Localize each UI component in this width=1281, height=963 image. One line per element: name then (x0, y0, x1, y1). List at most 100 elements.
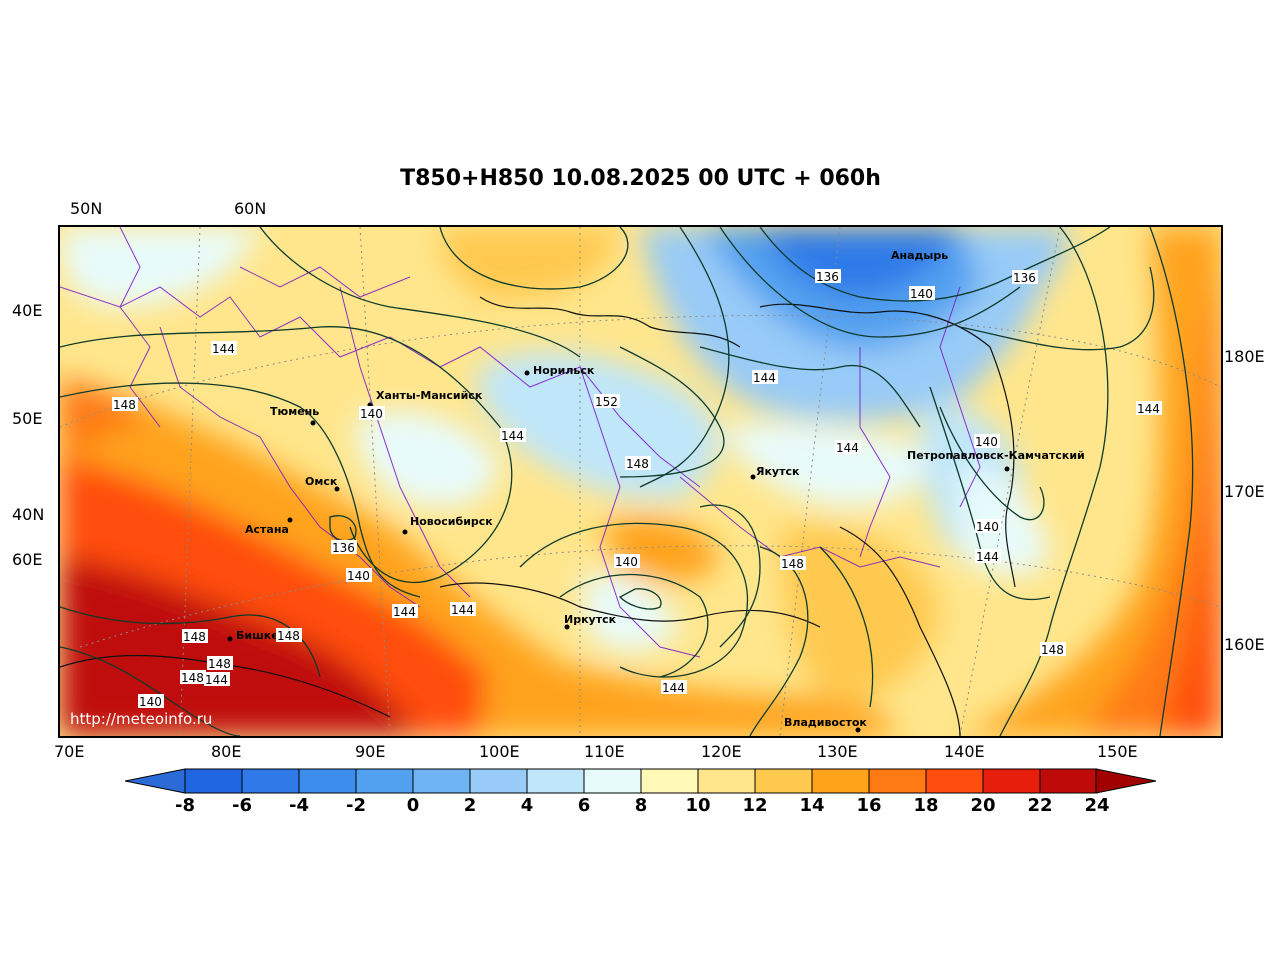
isoline-label: 140 (974, 434, 1000, 449)
svg-text:148: 148 (781, 557, 804, 571)
svg-text:144: 144 (205, 673, 228, 687)
marker-petropavlovsk (1004, 466, 1010, 472)
marker-novosibirsk (402, 529, 408, 535)
watermark: http://meteoinfo.ru (70, 710, 213, 728)
colorbar-cell (811, 768, 870, 794)
lon-label-bottom-150e: 150E (1097, 742, 1138, 761)
svg-text:148: 148 (181, 671, 204, 685)
lon-label-left-60e: 60E (12, 550, 43, 569)
colorbar-tick-label: 8 (634, 795, 648, 816)
svg-text:136: 136 (1013, 271, 1036, 285)
isoline-label: 136 (815, 269, 841, 284)
city-astana: Астана (245, 523, 289, 536)
colorbar-cell (982, 768, 1041, 794)
lon-label-left-40e: 40E (12, 301, 43, 320)
isoline-label: 144 (1136, 401, 1162, 416)
isoline-label: 144 (975, 549, 1001, 564)
lon-label-bottom-120e: 120E (701, 742, 742, 761)
city-anadyr: Анадырь (891, 249, 948, 262)
svg-text:144: 144 (976, 550, 999, 564)
svg-text:144: 144 (753, 371, 776, 385)
marker-bishkek (227, 636, 233, 642)
colorbar-tick-label: -4 (289, 795, 309, 816)
svg-text:136: 136 (332, 541, 355, 555)
temperature-map: Норильск Ханты-Мансийск Тюмень Омск Аста… (58, 225, 1223, 738)
isoline-label: 144 (211, 341, 237, 356)
colorbar-svg (124, 768, 1157, 794)
svg-text:148: 148 (183, 630, 206, 644)
colorbar-tick-label: 4 (520, 795, 534, 816)
colorbar-cell (355, 768, 414, 794)
colorbar-tick-label: -2 (346, 795, 366, 816)
isoline-label: 144 (392, 604, 418, 619)
svg-text:144: 144 (451, 603, 474, 617)
colorbar-tick-label: -8 (175, 795, 195, 816)
marker-norilsk (524, 370, 530, 376)
marker-tyumen (310, 420, 316, 426)
lat-label-top-50n: 50N (70, 199, 103, 218)
svg-text:140: 140 (360, 407, 383, 421)
isoline-labels: 136 136 140 144 144 148 140 152 144 148 … (112, 269, 1162, 709)
isoline-label: 144 (450, 602, 476, 617)
isoline-label: 148 (207, 656, 233, 671)
city-omsk: Омск (305, 475, 338, 488)
isoline-label: 152 (594, 394, 620, 409)
map-canvas: Норильск Ханты-Мансийск Тюмень Омск Аста… (60, 227, 1221, 736)
svg-text:140: 140 (347, 569, 370, 583)
colorbar-cell (241, 768, 300, 794)
svg-text:140: 140 (139, 695, 162, 709)
colorbar (124, 768, 1157, 798)
lon-label-right-170e: 170E (1224, 482, 1265, 501)
isoline-label: 136 (1012, 270, 1038, 285)
isoline-label: 148 (112, 397, 138, 412)
marker-vladivostok (855, 727, 861, 733)
marker-irkutsk (564, 624, 570, 630)
colorbar-tick-label: 18 (913, 795, 939, 816)
marker-astana (287, 517, 293, 523)
svg-text:148: 148 (208, 657, 231, 671)
colorbar-cell (412, 768, 471, 794)
lat-label-left-40n: 40N (12, 505, 45, 524)
admin-borders (60, 227, 981, 658)
colorbar-tick-label: 12 (742, 795, 768, 816)
colorbar-cell (754, 768, 813, 794)
isoline-label: 140 (614, 554, 640, 569)
colorbar-cell (184, 768, 243, 794)
colorbar-cell (1039, 768, 1098, 794)
lon-label-bottom-140e: 140E (944, 742, 985, 761)
colorbar-tick-label: 20 (970, 795, 996, 816)
marker-yakutsk (750, 474, 756, 480)
colorbar-tick-label: 22 (1027, 795, 1053, 816)
svg-text:144: 144 (662, 681, 685, 695)
svg-text:148: 148 (277, 629, 300, 643)
colorbar-cells (184, 768, 1098, 794)
svg-text:148: 148 (626, 457, 649, 471)
isoline-label: 144 (752, 370, 778, 385)
svg-text:144: 144 (836, 441, 859, 455)
colorbar-tick-label: -6 (232, 795, 252, 816)
graticule (60, 227, 1221, 736)
city-khanty-mansiysk: Ханты-Мансийск (376, 389, 483, 402)
svg-text:140: 140 (910, 287, 933, 301)
colorbar-tick-label: 14 (799, 795, 825, 816)
isoline-label: 140 (138, 694, 164, 709)
lon-label-bottom-80e: 80E (211, 742, 242, 761)
lon-label-bottom-130e: 130E (817, 742, 858, 761)
svg-text:140: 140 (615, 555, 638, 569)
colorbar-cell (583, 768, 642, 794)
city-irkutsk: Иркутск (564, 613, 617, 626)
city-petropavlovsk: Петропавловск-Камчатский (907, 449, 1085, 462)
colorbar-low-arrow (124, 768, 186, 794)
colorbar-cell (868, 768, 927, 794)
city-labels: Норильск Ханты-Мансийск Тюмень Омск Аста… (236, 249, 1085, 729)
lon-label-bottom-110e: 110E (584, 742, 625, 761)
isoline-label: 144 (500, 428, 526, 443)
colorbar-tick-label: 0 (406, 795, 420, 816)
colorbar-tick-label: 24 (1084, 795, 1110, 816)
colorbar-tick-label: 2 (463, 795, 477, 816)
city-norilsk: Норильск (533, 364, 595, 377)
marker-omsk (334, 486, 340, 492)
isoline-label: 140 (359, 406, 385, 421)
colorbar-tick-label: 10 (685, 795, 711, 816)
geopotential-isolines (60, 227, 1194, 736)
